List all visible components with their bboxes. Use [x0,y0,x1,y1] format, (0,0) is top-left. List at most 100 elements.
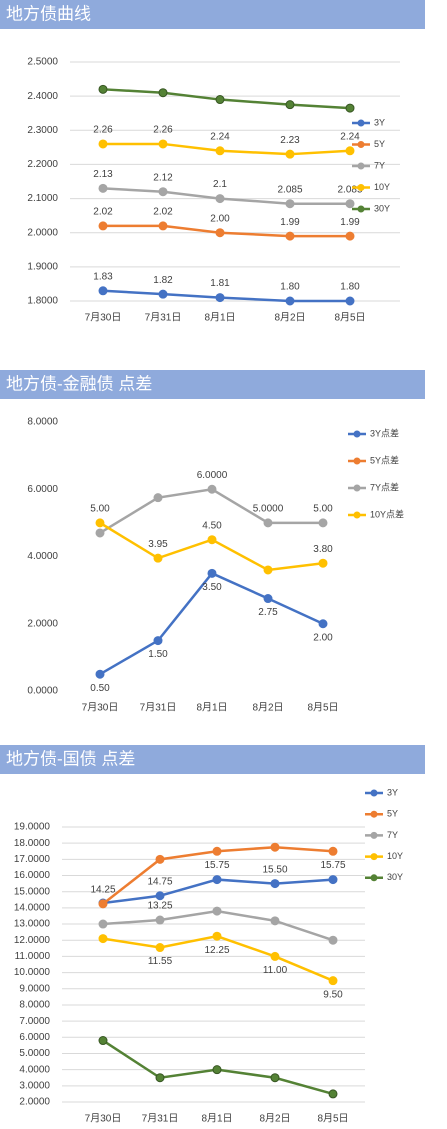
point [263,565,273,575]
point [98,221,108,231]
y-tick-label: 2.4000 [27,91,58,102]
y-tick-label: 1.9000 [27,261,58,272]
legend-marker [353,484,361,492]
point [98,286,108,296]
legend-label: 3Y点差 [370,427,399,438]
y-tick-label: 13.0000 [14,919,51,930]
legend-label: 10Y点差 [370,508,404,519]
y-tick-label: 17.0000 [14,854,51,865]
point [98,139,108,149]
y-tick-label: 11.0000 [15,951,51,962]
data-label: 2.00 [210,213,230,224]
data-label: 3.80 [313,544,333,555]
x-tick-label: 8月1日 [204,312,235,324]
y-tick-label: 4.0000 [19,1064,50,1075]
data-label: 15.75 [204,860,229,871]
point [285,296,295,306]
point [328,935,338,945]
header-bar [0,370,425,399]
x-tick-label: 8月5日 [307,702,338,714]
y-tick-label: 9.0000 [19,983,50,994]
point [318,518,328,528]
y-tick-label: 2.1000 [27,193,58,204]
point [285,199,295,209]
point [270,842,280,852]
legend-marker [353,511,361,519]
series-line [102,289,350,303]
y-tick-label: 6.0000 [27,484,58,495]
x-tick-label: 8月1日 [201,1113,232,1125]
legend-label: 10Y [387,851,403,861]
y-tick-label: 8.0000 [27,417,58,428]
data-label: 11.55 [148,956,173,967]
data-label: 1.81 [210,278,230,289]
data-label: 1.80 [340,282,360,293]
chart-title: 地方债-金融债 点差 [6,374,152,393]
y-tick-label: 2.2000 [27,159,58,170]
x-tick-label: 8月5日 [334,312,365,324]
point [212,931,222,941]
data-label: 2.75 [258,607,278,618]
point [263,594,273,604]
point [285,100,295,110]
series-line [103,142,351,156]
legend-marker [357,184,365,191]
data-label: 2.1 [213,179,227,190]
data-label: 6.0000 [197,470,228,481]
point [158,139,168,149]
point [215,194,225,204]
legend-marker [357,205,365,213]
data-label: 0.50 [90,683,110,694]
point [207,535,217,545]
point [215,146,225,156]
point [98,899,108,909]
x-tick-label: 7月30日 [85,1113,122,1125]
point [153,553,163,563]
point [270,879,280,889]
legend-marker [370,831,378,839]
x-tick-label: 8月2日 [252,702,283,714]
data-label: 15.75 [320,860,345,871]
y-tick-label: 3.0000 [19,1080,50,1091]
legend-marker [353,457,361,465]
legend-marker [370,789,378,797]
y-tick-label: 10.0000 [14,967,51,978]
point [98,919,108,929]
data-label: 2.12 [153,172,173,183]
data-label: 5.0000 [253,504,284,515]
point [158,289,168,299]
y-tick-label: 0.0000 [27,686,58,697]
point [155,915,165,925]
data-label: 1.80 [280,282,300,293]
point [345,146,355,156]
point [345,103,355,113]
point [155,1073,165,1083]
point [153,493,163,503]
point [212,875,222,885]
data-label: 13.25 [147,901,172,912]
chart-title: 地方债曲线 [6,4,91,23]
point [345,296,355,306]
point [270,916,280,926]
y-tick-label: 12.0000 [14,935,51,946]
x-tick-label: 7月30日 [85,312,122,324]
point [98,84,108,94]
x-tick-label: 8月1日 [196,702,227,714]
point [215,95,225,105]
y-tick-label: 15.0000 [14,886,51,897]
point [285,231,295,241]
legend-label: 5Y [374,139,385,149]
y-tick-label: 18.0000 [14,838,51,849]
y-tick-label: 1.8000 [27,296,58,307]
data-label: 5.00 [313,504,333,515]
data-label: 1.82 [153,275,173,286]
point [153,636,163,646]
legend-marker [357,141,365,148]
point [155,943,165,953]
y-tick-label: 14.0000 [14,903,51,914]
y-tick-label: 2.5000 [27,57,58,68]
y-tick-label: 7.0000 [19,1016,50,1027]
data-label: 1.99 [340,217,360,228]
data-label: 2.23 [280,135,300,146]
point [98,1036,108,1046]
